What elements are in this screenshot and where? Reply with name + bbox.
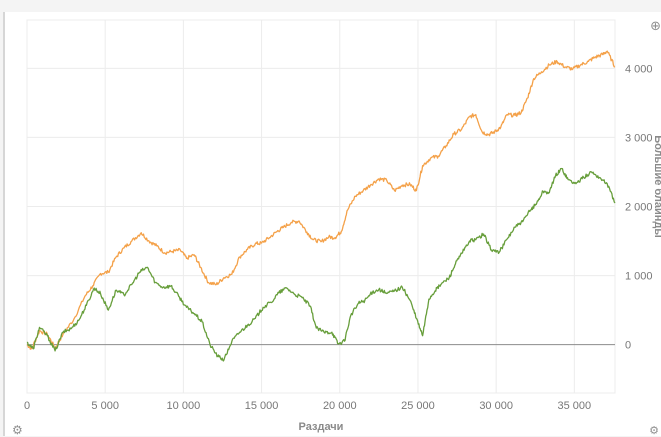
x-tick-label: 0: [24, 400, 30, 412]
y-tick-label: 2 000: [625, 202, 653, 214]
x-tick-label: 5 000: [91, 400, 119, 412]
x-axis-title: Раздачи: [299, 421, 344, 433]
series-layer: [26, 50, 616, 362]
series-line-1: [26, 50, 616, 350]
y-tick-label: 3 000: [625, 132, 653, 144]
series-line-2: [26, 167, 616, 362]
y-tick-label: 1 000: [625, 271, 653, 283]
y-tick-label: 4 000: [625, 63, 653, 75]
chart-panel: 0 5 000 10 000 15 000 20 000 25 000 30 000 35 0…: [3, 12, 661, 436]
settings-icon[interactable]: ⚙: [649, 424, 659, 437]
x-tick-label: 15 000: [245, 400, 279, 412]
x-tick-label: 30 000: [479, 400, 513, 412]
line-chart: 0 5 000 10 000 15 000 20 000 25 000 30 000 35 0…: [24, 19, 661, 433]
x-axis-ticks: 0 5 000 10 000 15 000 20 000 25 000 30 000 35 0…: [24, 400, 591, 412]
grid: [26, 19, 616, 394]
x-tick-label: 35 000: [558, 400, 592, 412]
x-tick-label: 25 000: [401, 400, 435, 412]
x-tick-label: 20 000: [323, 400, 357, 412]
y-axis-title: Большие блайнды: [652, 135, 661, 238]
x-tick-label: 10 000: [167, 400, 201, 412]
y-axis-ticks: 0 1 000 2 000 3 000 4 000: [625, 63, 653, 351]
gear-icon[interactable]: ⚙: [12, 423, 23, 437]
y-tick-label: 0: [625, 340, 631, 352]
zoom-icon[interactable]: ⊕: [650, 19, 661, 34]
